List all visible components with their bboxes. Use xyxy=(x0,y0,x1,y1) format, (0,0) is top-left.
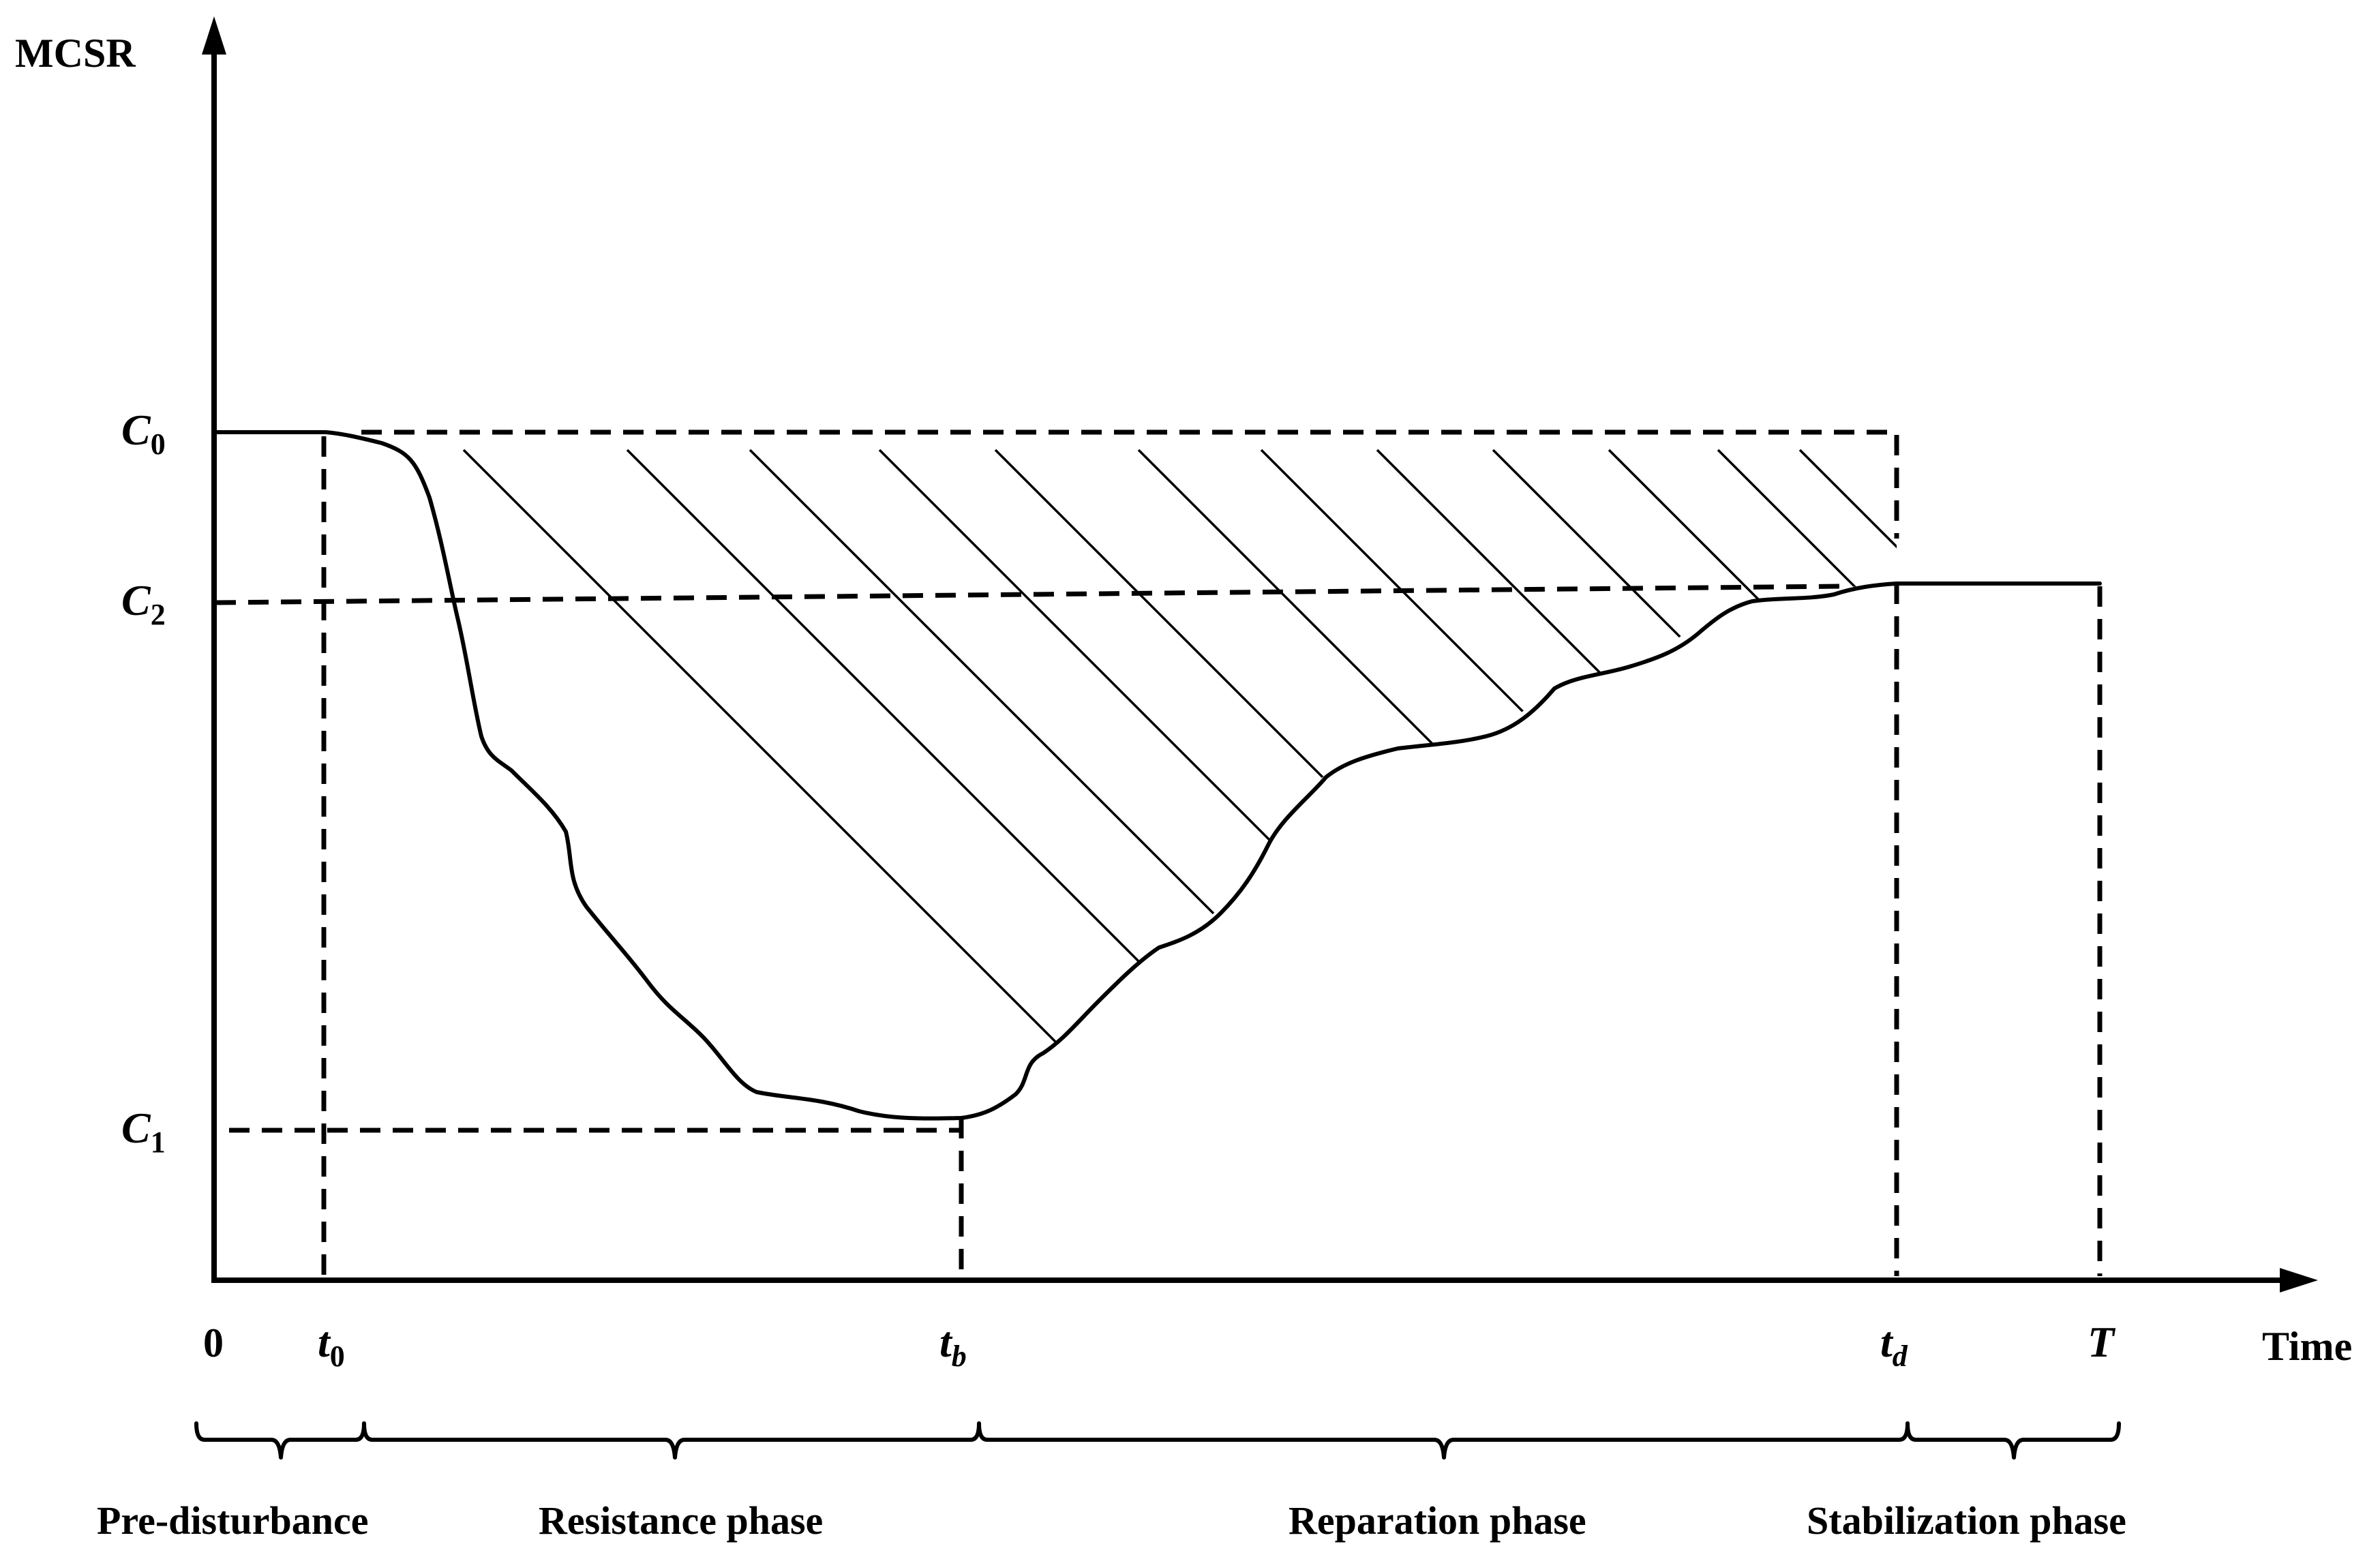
brace-resistance xyxy=(362,1421,981,1460)
brace-reparation xyxy=(977,1421,1910,1460)
T-label: T xyxy=(2088,1318,2116,1366)
tb-label: tb xyxy=(939,1318,967,1373)
phase-label-resistance: Resistance phase xyxy=(539,1498,823,1543)
c1-label: C1 xyxy=(121,1104,166,1159)
c0-dashed-line xyxy=(361,429,1899,539)
phase-label-stabilization: Stabilization phase xyxy=(1807,1498,2126,1543)
td-label: td xyxy=(1880,1318,1908,1373)
hatch-line xyxy=(1137,449,1890,1126)
hatch-line xyxy=(878,449,1631,1126)
hatch-line xyxy=(749,449,1501,1126)
y-axis-arrowhead xyxy=(202,16,226,55)
hatch-line xyxy=(462,449,1215,1126)
x-axis-arrowhead xyxy=(2280,1268,2318,1293)
brace-stabilization xyxy=(1905,1421,2121,1460)
hatch-line xyxy=(1717,449,1897,1126)
hatch-line xyxy=(1608,449,1897,1126)
hatch-line xyxy=(1492,449,1897,1126)
origin-label: 0 xyxy=(203,1320,224,1365)
phase-braces xyxy=(194,1421,2121,1460)
x-axis-label: Time xyxy=(2262,1324,2352,1369)
mcsr-curve xyxy=(213,430,2102,1121)
c0-label: C0 xyxy=(121,406,166,461)
hatch-line xyxy=(994,449,1747,1126)
y-axis-label: MCSR xyxy=(15,31,136,76)
hatch-line xyxy=(1376,449,1897,1126)
hatch-line xyxy=(1798,449,1897,1126)
brace-pre-disturbance xyxy=(194,1421,366,1460)
phase-label-reparation: Reparation phase xyxy=(1289,1498,1586,1543)
hatch-line xyxy=(626,449,1379,1126)
c2-label: C2 xyxy=(121,576,166,631)
t0-label: t0 xyxy=(318,1318,345,1373)
phase-label-pre-disturbance: Pre-disturbance xyxy=(97,1498,368,1543)
c2-dashed-line xyxy=(215,584,1841,605)
